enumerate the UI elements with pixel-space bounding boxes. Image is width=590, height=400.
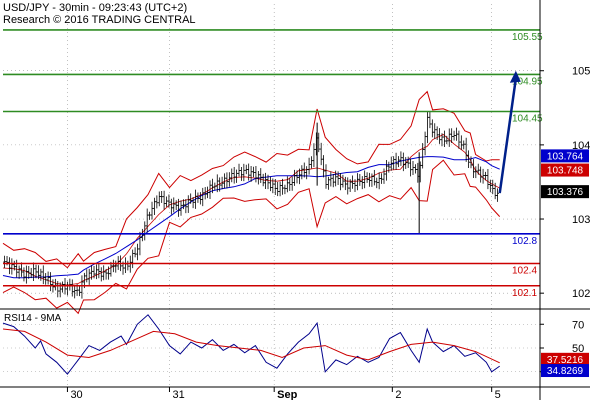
moving-average-line (2, 156, 500, 279)
rsi-tick-label: 70 (572, 319, 584, 331)
rsi-tick-label: 50 (572, 343, 584, 355)
key-level-label: 104.45 (512, 114, 543, 125)
time-tick-label: 31 (172, 389, 184, 400)
price-box-label: 103.748 (547, 166, 584, 177)
rsi-signal-line (2, 328, 500, 364)
rsi-value-label: 34.8269 (547, 366, 584, 377)
bollinger-lower-band (2, 159, 501, 315)
copyright-line: Research © 2016 TRADING CENTRAL (3, 14, 196, 26)
rsi-value-label: 37.5216 (547, 355, 584, 366)
rsi-panel: RSI14 - 9MA (2, 313, 540, 375)
price-tick-label: 102 (572, 288, 590, 300)
forecast-arrow-shaft (498, 78, 518, 194)
price-tick-label: 104 (572, 140, 590, 152)
price-tick-label: 105 (572, 66, 590, 78)
price-box (541, 185, 589, 199)
price-box (541, 163, 589, 177)
rsi-value-box (541, 364, 589, 378)
key-level-label: 105.55 (512, 32, 543, 43)
price-panel: 105.55 104.95 104.45 102.8 102.4 102.1 (2, 4, 543, 386)
price-box-label: 103.764 (547, 151, 584, 162)
price-box-label: 103.376 (547, 187, 584, 198)
key-level-label: 102.8 (512, 236, 537, 247)
key-level-label: 102.4 (512, 266, 537, 277)
price-box (541, 149, 589, 163)
key-level-label: 102.1 (512, 288, 537, 299)
forecast-arrow-head (509, 70, 521, 83)
rsi-value-box (541, 352, 589, 366)
time-tick-label: 2 (395, 389, 401, 400)
time-tick-label: Sep (277, 389, 297, 400)
bollinger-upper-band (2, 90, 500, 269)
chart-title: USD/JPY - 30min - 09:23:43 (UTC+2) (3, 2, 188, 14)
price-tick-label: 103 (572, 214, 590, 226)
time-tick-label: 30 (70, 389, 82, 400)
rsi-title: RSI14 - 9MA (4, 313, 62, 324)
key-level-label: 104.95 (512, 76, 543, 87)
time-tick-label: 5 (495, 389, 501, 400)
